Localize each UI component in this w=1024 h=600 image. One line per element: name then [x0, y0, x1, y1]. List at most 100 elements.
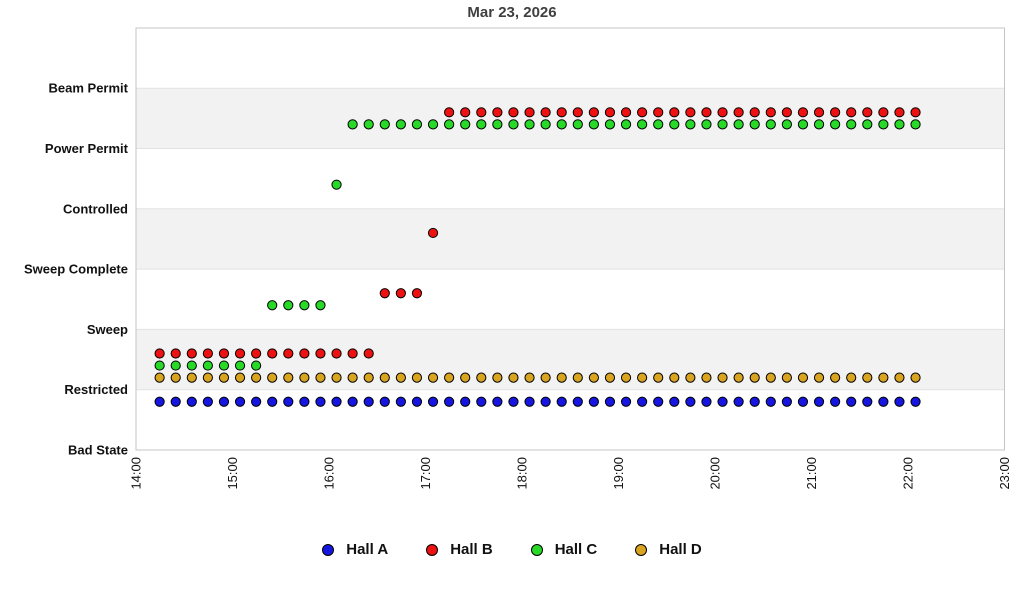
legend-item-hall-a: Hall A: [322, 541, 388, 558]
data-point: [685, 107, 696, 118]
data-point: [331, 372, 342, 383]
data-point: [347, 396, 358, 407]
data-point: [315, 348, 326, 359]
data-point: [267, 396, 278, 407]
data-point: [862, 119, 873, 130]
data-point: [733, 396, 744, 407]
data-point: [508, 119, 519, 130]
data-point: [749, 372, 760, 383]
data-point: [878, 372, 889, 383]
data-point: [427, 372, 439, 383]
data-point: [637, 107, 648, 118]
data-point: [508, 107, 519, 118]
data-point: [733, 107, 744, 118]
data-point: [427, 396, 439, 407]
data-point: [846, 119, 857, 130]
data-point: [878, 107, 889, 118]
data-point: [186, 396, 197, 407]
data-point: [733, 119, 744, 130]
legend-item-hall-c: Hall C: [530, 541, 598, 558]
data-point: [717, 119, 728, 130]
data-point: [476, 396, 487, 407]
y-axis-label: Sweep: [87, 322, 128, 337]
legend-item-hall-b: Hall B: [426, 541, 493, 558]
data-point: [540, 119, 551, 130]
data-point: [701, 396, 712, 407]
data-point: [379, 119, 390, 130]
data-point: [395, 372, 406, 383]
data-point: [862, 372, 873, 383]
data-point: [717, 372, 728, 383]
data-point: [637, 119, 648, 130]
data-point: [765, 107, 776, 118]
data-point: [813, 107, 825, 118]
data-point: [556, 119, 567, 130]
data-point: [395, 288, 406, 299]
data-point: [170, 348, 181, 359]
data-point: [251, 348, 262, 359]
legend-label: Hall A: [346, 541, 389, 558]
data-point: [669, 107, 680, 118]
data-point: [202, 372, 213, 383]
data-point: [749, 396, 760, 407]
data-point: [830, 107, 841, 118]
x-axis-label: 20:00: [708, 457, 723, 490]
data-point: [830, 372, 841, 383]
data-point: [572, 119, 583, 130]
data-point: [234, 360, 246, 371]
data-point: [411, 119, 423, 130]
data-point: [170, 396, 181, 407]
data-point: [170, 360, 181, 371]
data-point: [669, 372, 680, 383]
x-axis-label: 23:00: [997, 457, 1012, 490]
data-point: [733, 372, 744, 383]
data-point: [701, 119, 712, 130]
data-point: [797, 396, 809, 407]
data-point: [572, 396, 583, 407]
data-point: [717, 396, 728, 407]
data-point: [395, 396, 406, 407]
data-point: [283, 372, 294, 383]
data-point: [540, 372, 551, 383]
data-point: [781, 372, 792, 383]
data-point: [894, 372, 905, 383]
data-point: [347, 348, 358, 359]
data-point: [846, 396, 857, 407]
data-point: [476, 119, 487, 130]
data-point: [363, 396, 374, 407]
data-point: [910, 372, 921, 383]
data-point: [669, 119, 680, 130]
data-point: [283, 300, 294, 311]
data-point: [685, 372, 696, 383]
data-point: [283, 348, 294, 359]
data-point: [701, 107, 712, 118]
data-point: [411, 396, 423, 407]
data-point: [251, 360, 262, 371]
data-point: [251, 372, 262, 383]
data-point: [251, 396, 262, 407]
legend-marker-icon: [426, 543, 439, 556]
legend-label: Hall C: [554, 541, 598, 558]
data-point: [460, 372, 471, 383]
legend-marker-icon: [635, 543, 648, 556]
data-point: [379, 372, 390, 383]
data-point: [588, 396, 599, 407]
y-axis-label: Beam Permit: [49, 81, 129, 96]
data-point: [830, 119, 841, 130]
data-point: [846, 107, 857, 118]
data-point: [379, 288, 390, 299]
data-point: [588, 372, 599, 383]
data-point: [540, 107, 551, 118]
category-band: [136, 329, 1005, 390]
data-point: [765, 119, 776, 130]
data-point: [508, 372, 519, 383]
data-point: [218, 396, 230, 407]
y-axis-label: Controlled: [63, 201, 128, 216]
data-point: [154, 372, 165, 383]
data-point: [781, 396, 792, 407]
data-point: [315, 300, 326, 311]
data-point: [878, 396, 889, 407]
data-point: [524, 372, 535, 383]
data-point: [299, 372, 310, 383]
